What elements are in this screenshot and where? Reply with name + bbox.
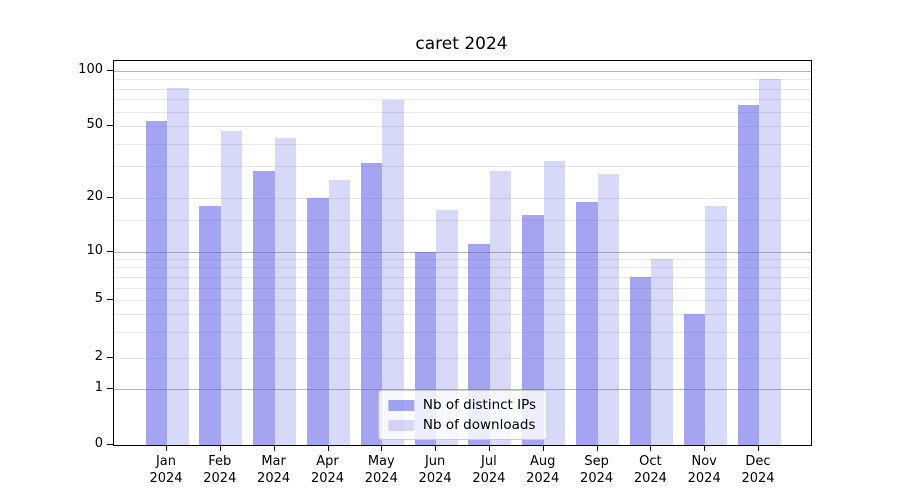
x-tick-mark-sep	[596, 446, 598, 451]
x-tick-label-jan: Jan 2024	[149, 454, 183, 486]
gridline-minor-90	[114, 79, 811, 81]
y-tick-label-1: 1	[94, 379, 103, 395]
legend-swatch-downloads	[387, 419, 414, 431]
gridline-minor-80	[114, 88, 811, 90]
y-tick-label-20: 20	[86, 188, 103, 204]
chart-title: caret 2024	[415, 34, 508, 54]
bar-distinct-ips-apr-2024	[307, 197, 329, 445]
x-tick-label-mar: Mar 2024	[257, 454, 291, 486]
legend-label-downloads: Nb of downloads	[422, 417, 536, 433]
y-tick-label-10: 10	[86, 242, 103, 258]
gridline-minor-7	[114, 276, 811, 278]
x-tick-label-jul: Jul 2024	[472, 454, 506, 486]
y-tick-label-100: 100	[78, 62, 103, 77]
y-tick-mark-5	[107, 299, 113, 301]
gridline-minor-60	[114, 111, 811, 113]
bar-distinct-ips-jan-2024	[145, 121, 167, 445]
bar-distinct-ips-may-2024	[360, 163, 383, 445]
bar-downloads-sep-2024	[597, 174, 620, 445]
legend-swatch-distinct-ips	[387, 399, 414, 411]
x-tick-mark-aug	[542, 446, 544, 451]
legend-entry-downloads: Nb of downloads	[387, 417, 536, 433]
bar-downloads-nov-2024	[705, 205, 727, 445]
bar-downloads-may-2024	[382, 100, 404, 445]
y-tick-mark-0	[107, 444, 113, 445]
gridline-minor-3	[114, 332, 811, 334]
bar-distinct-ips-dec-2024	[737, 105, 759, 445]
y-tick-label-5: 5	[94, 291, 103, 307]
y-tick-mark-10	[107, 250, 113, 252]
gridline-tick-50	[114, 126, 811, 127]
gridline-major-1	[114, 388, 811, 390]
x-tick-label-may: May 2024	[364, 454, 398, 486]
bar-downloads-feb-2024	[220, 130, 243, 445]
y-tick-mark-100	[107, 70, 113, 71]
gridline-tick-5	[114, 300, 811, 302]
x-tick-mark-jan	[166, 446, 167, 451]
y-tick-mark-2	[107, 356, 113, 358]
gridline-minor-6	[114, 287, 811, 289]
y-tick-label-2: 2	[94, 348, 103, 364]
bar-distinct-ips-nov-2024	[683, 314, 706, 445]
x-tick-mark-may	[381, 446, 383, 451]
gridline-minor-9	[114, 259, 811, 261]
x-tick-label-aug: Aug 2024	[526, 454, 560, 486]
gridline-minor-40	[114, 143, 811, 145]
legend-entry-distinct-ips: Nb of distinct IPs	[387, 397, 537, 413]
bar-downloads-oct-2024	[651, 259, 673, 445]
legend: Nb of distinct IPs Nb of downloads	[377, 390, 548, 440]
gridline-minor-4	[114, 314, 811, 316]
gridline-minor-8	[114, 267, 811, 269]
x-tick-label-apr: Apr 2024	[310, 454, 345, 486]
x-tick-mark-jul	[488, 446, 490, 451]
gridline-major-10	[114, 251, 811, 253]
bar-downloads-jan-2024	[167, 87, 189, 445]
x-tick-mark-mar	[273, 446, 275, 451]
gridline-minor-30	[114, 166, 811, 167]
x-tick-mark-apr	[327, 446, 329, 451]
gridline-tick-2	[114, 357, 811, 359]
x-tick-label-nov: Nov 2024	[687, 454, 721, 486]
x-tick-label-sep: Sep 2024	[580, 454, 614, 486]
y-tick-label-0: 0	[94, 436, 103, 451]
bar-downloads-jul-2024	[489, 171, 512, 445]
x-tick-mark-nov	[704, 446, 706, 451]
y-tick-label-50: 50	[86, 117, 103, 132]
gridline-tick-20	[114, 197, 811, 199]
y-tick-mark-1	[107, 387, 113, 389]
y-tick-mark-50	[107, 125, 113, 126]
x-tick-mark-jun	[435, 446, 437, 451]
x-tick-label-dec: Dec 2024	[741, 454, 775, 486]
bar-distinct-ips-feb-2024	[199, 205, 221, 445]
bar-downloads-jun-2024	[436, 210, 458, 445]
bar-distinct-ips-mar-2024	[253, 171, 275, 445]
x-tick-mark-oct	[650, 446, 652, 451]
bar-downloads-aug-2024	[543, 160, 566, 445]
bar-downloads-mar-2024	[274, 137, 297, 445]
bar-distinct-ips-aug-2024	[522, 215, 544, 445]
gridline-minor-70	[114, 99, 811, 101]
x-tick-label-oct: Oct 2024	[633, 454, 667, 486]
x-tick-mark-dec	[758, 446, 759, 451]
gridline-minor-15	[114, 220, 811, 222]
x-tick-label-jun: Jun 2024	[418, 454, 452, 486]
plot-area: Nb of distinct IPs Nb of downloads	[113, 60, 812, 446]
x-tick-mark-feb	[219, 446, 221, 451]
bar-distinct-ips-oct-2024	[629, 276, 652, 445]
bar-downloads-apr-2024	[328, 180, 350, 445]
bar-distinct-ips-sep-2024	[576, 201, 598, 445]
bar-downloads-dec-2024	[759, 78, 781, 445]
gridline-major-100	[114, 71, 811, 72]
x-tick-label-feb: Feb 2024	[203, 454, 237, 486]
legend-label-distinct-ips: Nb of distinct IPs	[422, 397, 537, 413]
y-tick-mark-20	[107, 196, 113, 198]
